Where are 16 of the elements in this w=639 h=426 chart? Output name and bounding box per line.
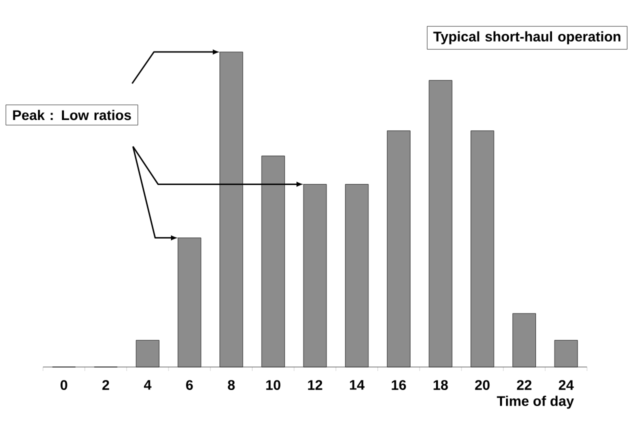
x-tick-label: 16 (392, 380, 406, 390)
x-tick-label: 20 (475, 380, 490, 390)
x-tick-label: 6 (186, 380, 193, 390)
x-tick-label: 18 (434, 380, 448, 390)
x-tick-label: 4 (144, 380, 152, 390)
x-tick-label: 8 (228, 380, 235, 390)
x-axis-title: Time of day (496, 396, 574, 409)
x-tick-label: 12 (308, 380, 322, 390)
x-tick-label: 10 (266, 380, 280, 390)
x-tick-label: 14 (350, 380, 365, 390)
x-tick-label: 24 (558, 380, 574, 390)
x-tick-label: 0 (60, 380, 68, 390)
x-tick-label: 22 (516, 380, 532, 390)
text: Typical short-haul operation (433, 31, 620, 44)
annotation: Peak : Low ratios (13, 110, 131, 120)
x-tick-label: 2 (102, 380, 110, 390)
